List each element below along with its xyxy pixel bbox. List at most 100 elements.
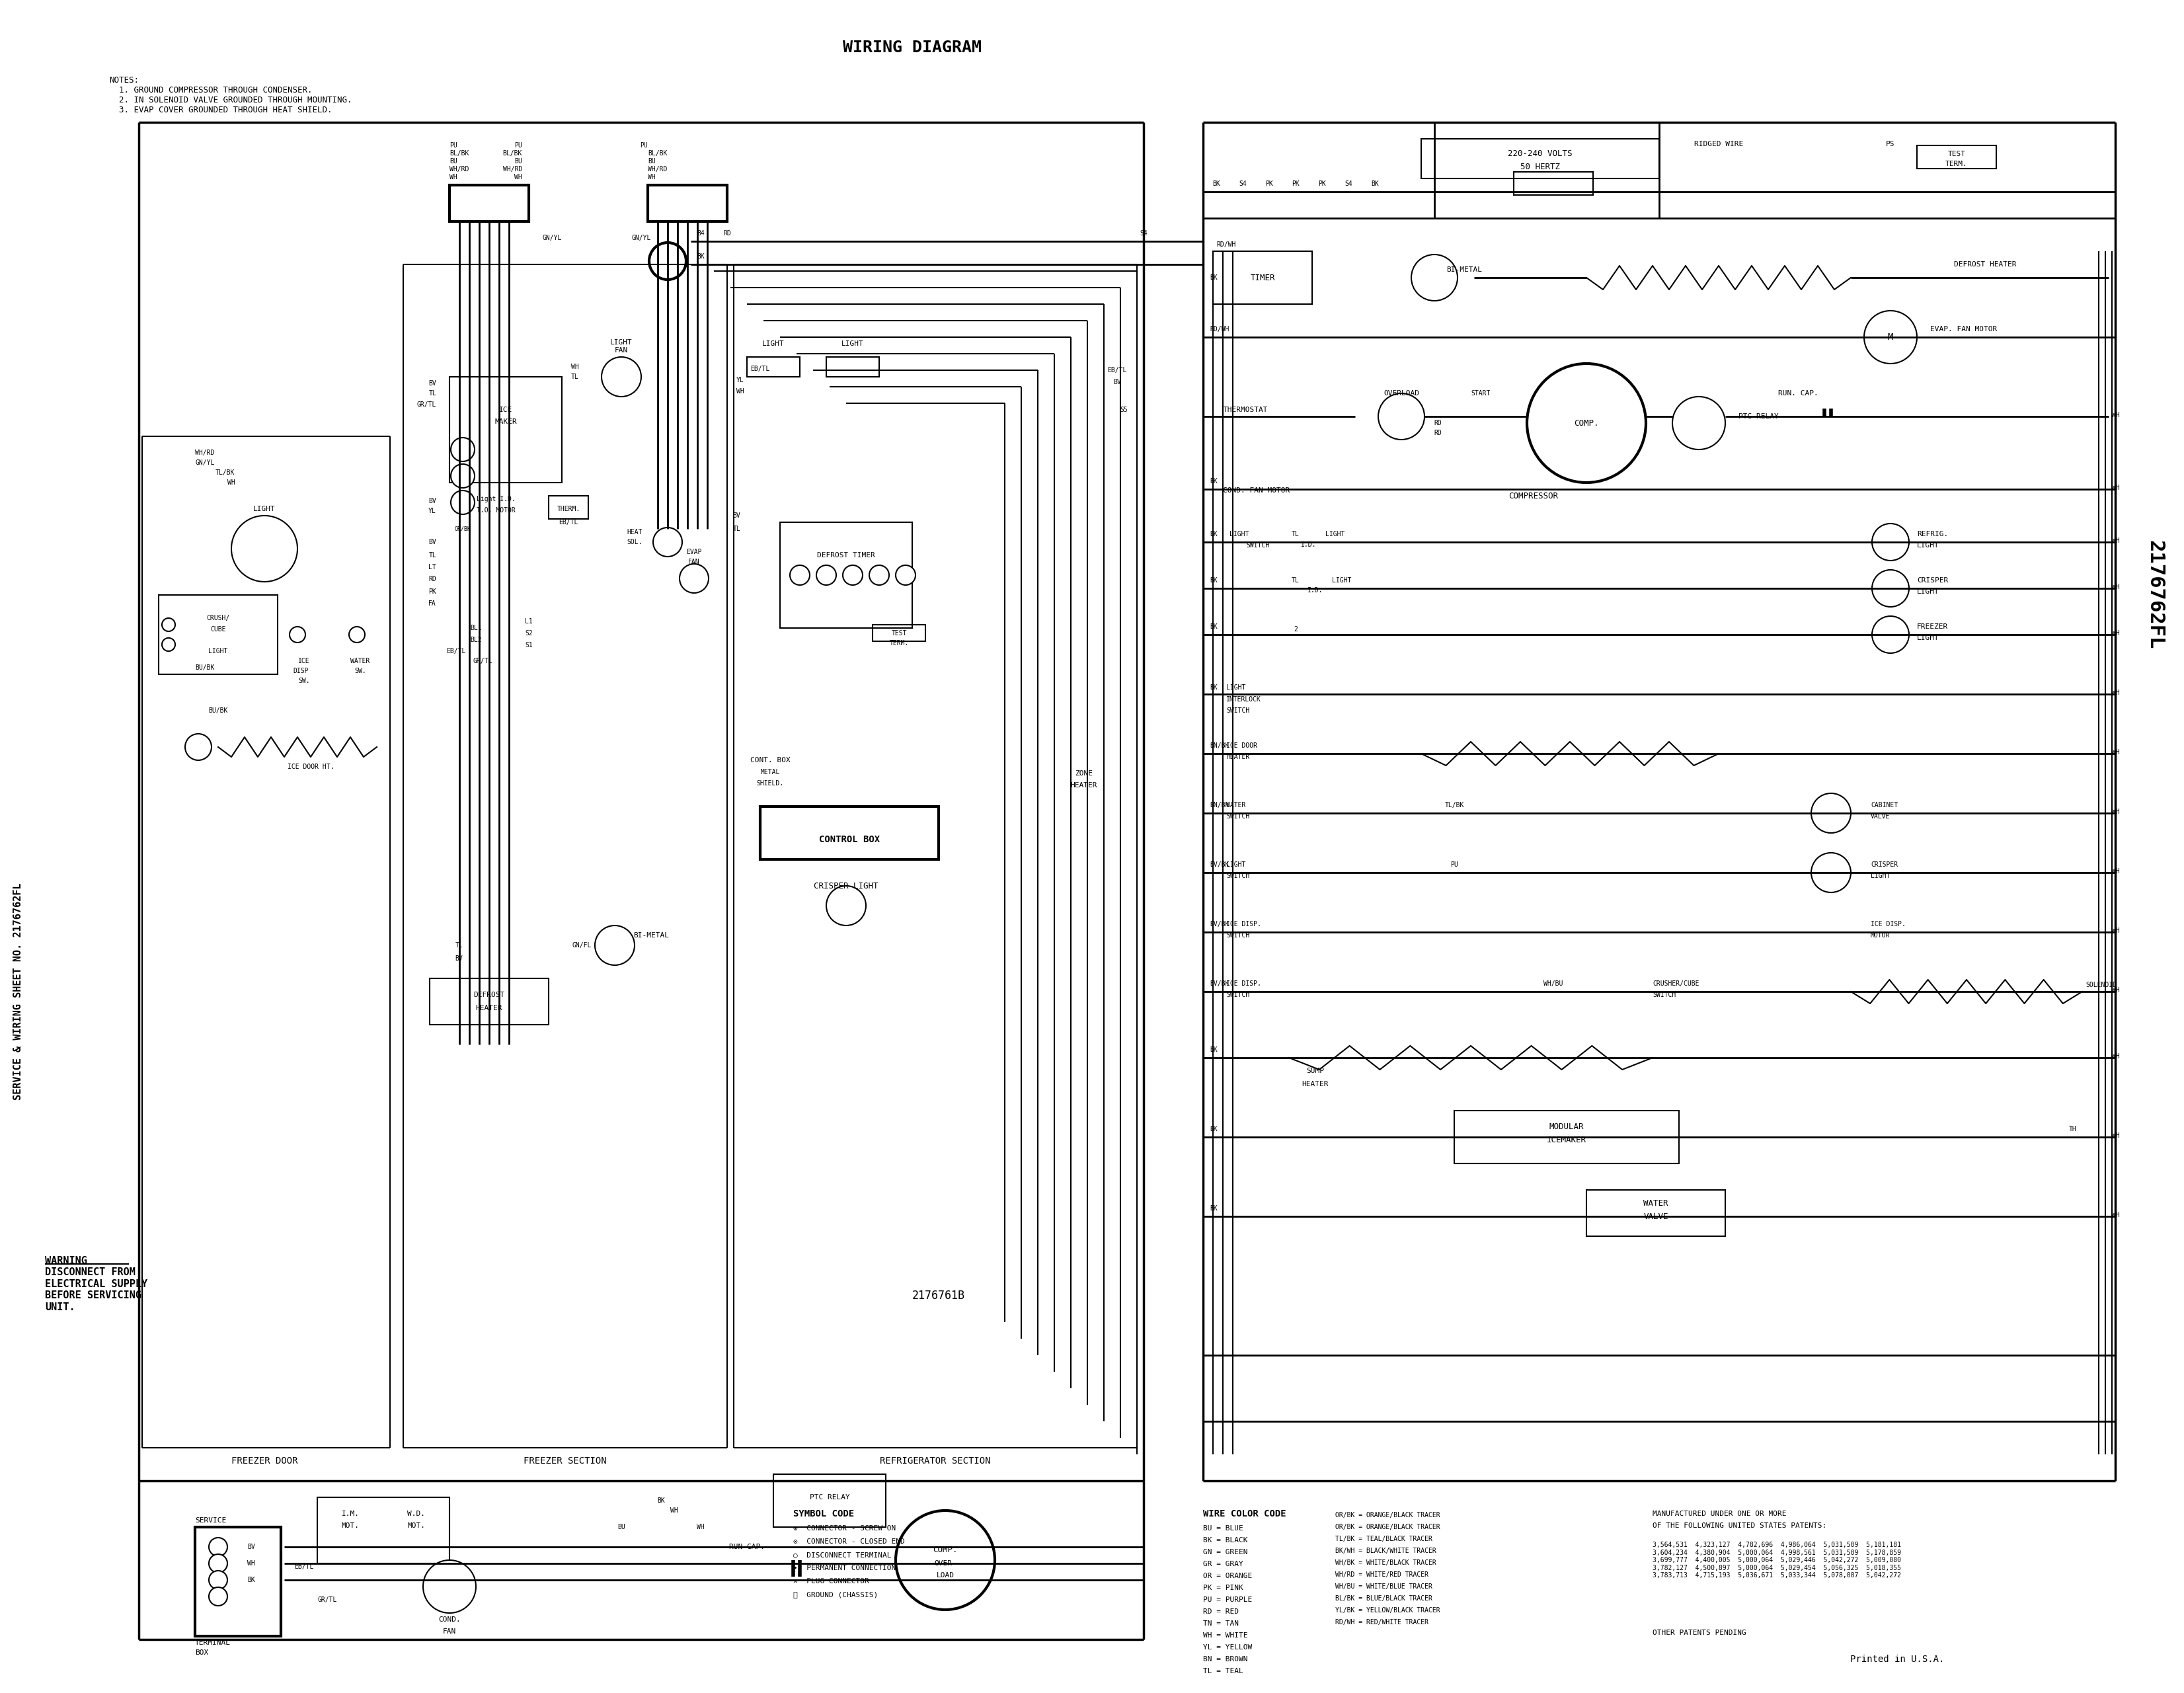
Text: WH: WH bbox=[670, 1507, 677, 1514]
Text: MOT.: MOT. bbox=[408, 1522, 426, 1529]
Text: CRISPER: CRISPER bbox=[1872, 862, 1898, 869]
Text: WH: WH bbox=[450, 174, 456, 181]
Text: GN/YL: GN/YL bbox=[631, 235, 651, 242]
Text: WH: WH bbox=[2112, 809, 2121, 814]
Circle shape bbox=[791, 565, 810, 586]
Text: TH: TH bbox=[2068, 1126, 2077, 1133]
Text: LT: LT bbox=[428, 564, 437, 571]
Text: GR = GRAY: GR = GRAY bbox=[1203, 1561, 1243, 1568]
Text: WH: WH bbox=[2112, 1133, 2121, 1139]
Text: BV: BV bbox=[247, 1544, 256, 1551]
Text: S4: S4 bbox=[1345, 181, 1352, 188]
Text: SWITCH: SWITCH bbox=[1247, 542, 1269, 549]
Text: CRISPER: CRISPER bbox=[1918, 577, 1948, 584]
Text: I.D.: I.D. bbox=[1302, 542, 1317, 549]
Text: WH: WH bbox=[2112, 630, 2121, 637]
Bar bbox=[1422, 139, 1660, 178]
Text: BL/BK: BL/BK bbox=[502, 151, 522, 157]
Text: EB/TL: EB/TL bbox=[446, 648, 465, 655]
Text: SERVICE & WIRING SHEET NO. 2176762FL: SERVICE & WIRING SHEET NO. 2176762FL bbox=[13, 884, 24, 1100]
Bar bbox=[450, 185, 529, 222]
Text: HEATER: HEATER bbox=[1225, 753, 1249, 760]
Text: COMPRESSOR: COMPRESSOR bbox=[1509, 491, 1559, 499]
Text: PK: PK bbox=[1265, 181, 1273, 188]
Text: MOT.: MOT. bbox=[341, 1522, 358, 1529]
Text: BK: BK bbox=[1212, 181, 1221, 188]
Text: CRISPER LIGHT: CRISPER LIGHT bbox=[815, 882, 878, 891]
Circle shape bbox=[1872, 571, 1909, 606]
Circle shape bbox=[450, 437, 474, 462]
Circle shape bbox=[826, 885, 865, 926]
Text: SW.: SW. bbox=[299, 677, 310, 684]
Circle shape bbox=[424, 1561, 476, 1613]
Text: GN/FL: GN/FL bbox=[572, 941, 592, 948]
Text: MAKER: MAKER bbox=[494, 418, 518, 425]
Text: LIGHT: LIGHT bbox=[1230, 532, 1249, 537]
Text: LIGHT: LIGHT bbox=[762, 340, 784, 347]
Text: DISP: DISP bbox=[293, 667, 308, 674]
Text: WH = WHITE: WH = WHITE bbox=[1203, 1632, 1247, 1639]
Text: ICE DISP.: ICE DISP. bbox=[1225, 921, 1260, 928]
Text: SERVICE: SERVICE bbox=[194, 1517, 227, 1524]
Text: BV/BK: BV/BK bbox=[1210, 921, 1230, 928]
Text: TERMINAL: TERMINAL bbox=[194, 1639, 232, 1646]
Text: ICEMAKER: ICEMAKER bbox=[1546, 1136, 1586, 1144]
Text: VALVE: VALVE bbox=[1642, 1212, 1669, 1221]
Text: LIGHT: LIGHT bbox=[1918, 589, 1939, 594]
Text: Light I.D.: Light I.D. bbox=[476, 496, 515, 503]
Text: CUBE: CUBE bbox=[210, 626, 225, 633]
Text: TL: TL bbox=[572, 374, 579, 381]
Text: WH: WH bbox=[2112, 869, 2121, 875]
Circle shape bbox=[232, 516, 297, 582]
Text: OR/BK: OR/BK bbox=[454, 527, 472, 532]
Text: 2176762FL: 2176762FL bbox=[2145, 540, 2164, 650]
Text: SWITCH: SWITCH bbox=[1225, 992, 1249, 999]
Text: BL/BK: BL/BK bbox=[450, 151, 470, 157]
Circle shape bbox=[1811, 794, 1850, 833]
Text: SW.: SW. bbox=[354, 667, 367, 674]
Text: WH: WH bbox=[2112, 584, 2121, 591]
Bar bbox=[1514, 173, 1592, 195]
Text: SYMBOL CODE: SYMBOL CODE bbox=[793, 1508, 854, 1519]
Text: ICE DISP.: ICE DISP. bbox=[1225, 980, 1260, 987]
Text: PK: PK bbox=[428, 589, 437, 594]
Text: TL/BK: TL/BK bbox=[1444, 802, 1463, 809]
Text: OR/BK = ORANGE/BLACK TRACER: OR/BK = ORANGE/BLACK TRACER bbox=[1334, 1512, 1439, 1519]
Text: FREEZER SECTION: FREEZER SECTION bbox=[524, 1456, 607, 1466]
Text: I.M.: I.M. bbox=[341, 1510, 358, 1517]
Text: WH/RD: WH/RD bbox=[194, 450, 214, 455]
Text: INTERLOCK: INTERLOCK bbox=[1225, 696, 1260, 703]
Text: SUMP: SUMP bbox=[1306, 1068, 1324, 1075]
Bar bbox=[747, 357, 799, 378]
Text: TL/BK = TEAL/BLACK TRACER: TL/BK = TEAL/BLACK TRACER bbox=[1334, 1536, 1433, 1542]
Text: TEST: TEST bbox=[1948, 151, 1966, 157]
Text: ⊙  CONNECTOR - CLOSED END: ⊙ CONNECTOR - CLOSED END bbox=[793, 1539, 904, 1546]
Text: BK: BK bbox=[697, 254, 705, 259]
Text: RUN CAP.: RUN CAP. bbox=[729, 1544, 764, 1551]
Text: BK: BK bbox=[1210, 1205, 1216, 1212]
Text: WH: WH bbox=[736, 388, 745, 394]
Text: WATER: WATER bbox=[352, 659, 369, 664]
Text: TEST: TEST bbox=[891, 630, 906, 637]
Text: WATER: WATER bbox=[1642, 1199, 1669, 1207]
Text: SWITCH: SWITCH bbox=[1225, 933, 1249, 938]
Text: BK: BK bbox=[1210, 684, 1216, 691]
Text: SOL.: SOL. bbox=[627, 538, 642, 545]
Text: WH/RD: WH/RD bbox=[649, 166, 668, 173]
Text: LOAD: LOAD bbox=[937, 1573, 954, 1578]
Text: BV: BV bbox=[1114, 379, 1120, 386]
Circle shape bbox=[210, 1588, 227, 1605]
Text: Printed in U.S.A.: Printed in U.S.A. bbox=[1850, 1654, 1944, 1664]
Circle shape bbox=[594, 926, 636, 965]
Text: WH: WH bbox=[227, 479, 236, 486]
Bar bbox=[649, 185, 727, 222]
Text: L1: L1 bbox=[524, 618, 533, 625]
Circle shape bbox=[450, 491, 474, 515]
Text: WH: WH bbox=[2112, 928, 2121, 935]
Circle shape bbox=[210, 1537, 227, 1556]
Text: •  PERMANENT CONNECTION: • PERMANENT CONNECTION bbox=[793, 1564, 895, 1571]
Text: TL: TL bbox=[428, 389, 437, 396]
Text: ICE: ICE bbox=[498, 406, 513, 413]
Text: RD: RD bbox=[723, 230, 732, 237]
Text: CONTROL BOX: CONTROL BOX bbox=[819, 835, 880, 845]
